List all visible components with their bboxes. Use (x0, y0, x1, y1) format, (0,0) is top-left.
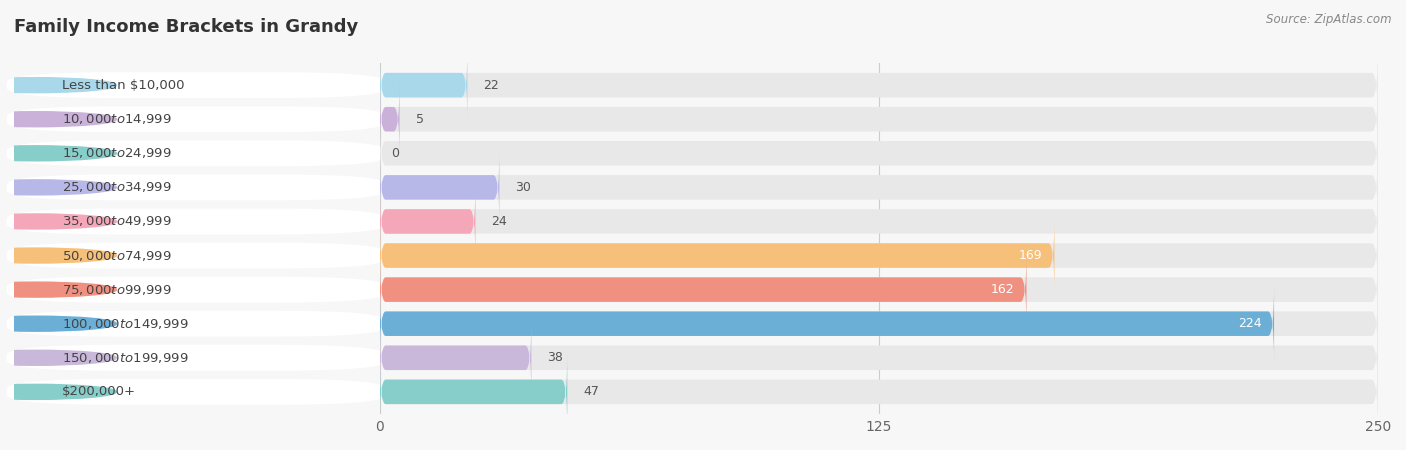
FancyBboxPatch shape (380, 183, 1378, 260)
Text: 0: 0 (392, 147, 399, 160)
Circle shape (0, 78, 117, 93)
FancyBboxPatch shape (380, 217, 1054, 294)
FancyBboxPatch shape (7, 106, 387, 132)
FancyBboxPatch shape (380, 319, 531, 396)
Circle shape (0, 316, 117, 331)
FancyBboxPatch shape (380, 148, 1378, 226)
Text: 162: 162 (991, 283, 1015, 296)
FancyBboxPatch shape (380, 183, 475, 260)
Text: $150,000 to $199,999: $150,000 to $199,999 (62, 351, 188, 365)
Circle shape (0, 146, 117, 161)
FancyBboxPatch shape (7, 208, 387, 234)
Text: 5: 5 (416, 113, 423, 126)
Text: Less than $10,000: Less than $10,000 (62, 79, 184, 92)
FancyBboxPatch shape (380, 148, 499, 226)
Circle shape (0, 112, 117, 127)
Circle shape (0, 384, 117, 399)
Text: 47: 47 (583, 385, 599, 398)
Circle shape (0, 214, 117, 229)
FancyBboxPatch shape (7, 311, 387, 337)
FancyBboxPatch shape (380, 319, 1378, 396)
Text: $100,000 to $149,999: $100,000 to $149,999 (62, 317, 188, 331)
FancyBboxPatch shape (7, 345, 387, 371)
FancyBboxPatch shape (380, 251, 1378, 328)
FancyBboxPatch shape (7, 175, 387, 200)
FancyBboxPatch shape (380, 251, 1026, 328)
Text: Family Income Brackets in Grandy: Family Income Brackets in Grandy (14, 18, 359, 36)
FancyBboxPatch shape (380, 353, 1378, 431)
Text: $50,000 to $74,999: $50,000 to $74,999 (62, 248, 172, 262)
FancyBboxPatch shape (380, 46, 467, 124)
Text: 38: 38 (547, 351, 564, 364)
Circle shape (0, 248, 117, 263)
Text: $35,000 to $49,999: $35,000 to $49,999 (62, 215, 172, 229)
FancyBboxPatch shape (7, 277, 387, 302)
FancyBboxPatch shape (380, 114, 1378, 192)
Text: 169: 169 (1019, 249, 1042, 262)
Text: $25,000 to $34,999: $25,000 to $34,999 (62, 180, 172, 194)
Text: $75,000 to $99,999: $75,000 to $99,999 (62, 283, 172, 297)
Text: $10,000 to $14,999: $10,000 to $14,999 (62, 112, 172, 126)
Circle shape (0, 282, 117, 297)
FancyBboxPatch shape (380, 285, 1378, 363)
Text: 224: 224 (1239, 317, 1263, 330)
Text: $15,000 to $24,999: $15,000 to $24,999 (62, 146, 172, 160)
FancyBboxPatch shape (380, 217, 1378, 294)
Text: 30: 30 (516, 181, 531, 194)
Text: $200,000+: $200,000+ (62, 385, 135, 398)
FancyBboxPatch shape (7, 243, 387, 269)
FancyBboxPatch shape (7, 72, 387, 98)
FancyBboxPatch shape (380, 353, 567, 431)
Circle shape (0, 350, 117, 365)
Text: 24: 24 (492, 215, 508, 228)
FancyBboxPatch shape (380, 46, 1378, 124)
FancyBboxPatch shape (7, 140, 387, 166)
FancyBboxPatch shape (380, 81, 399, 158)
FancyBboxPatch shape (380, 285, 1274, 363)
Text: 22: 22 (484, 79, 499, 92)
FancyBboxPatch shape (380, 81, 1378, 158)
Circle shape (0, 180, 117, 195)
Text: Source: ZipAtlas.com: Source: ZipAtlas.com (1267, 14, 1392, 27)
FancyBboxPatch shape (7, 379, 387, 405)
